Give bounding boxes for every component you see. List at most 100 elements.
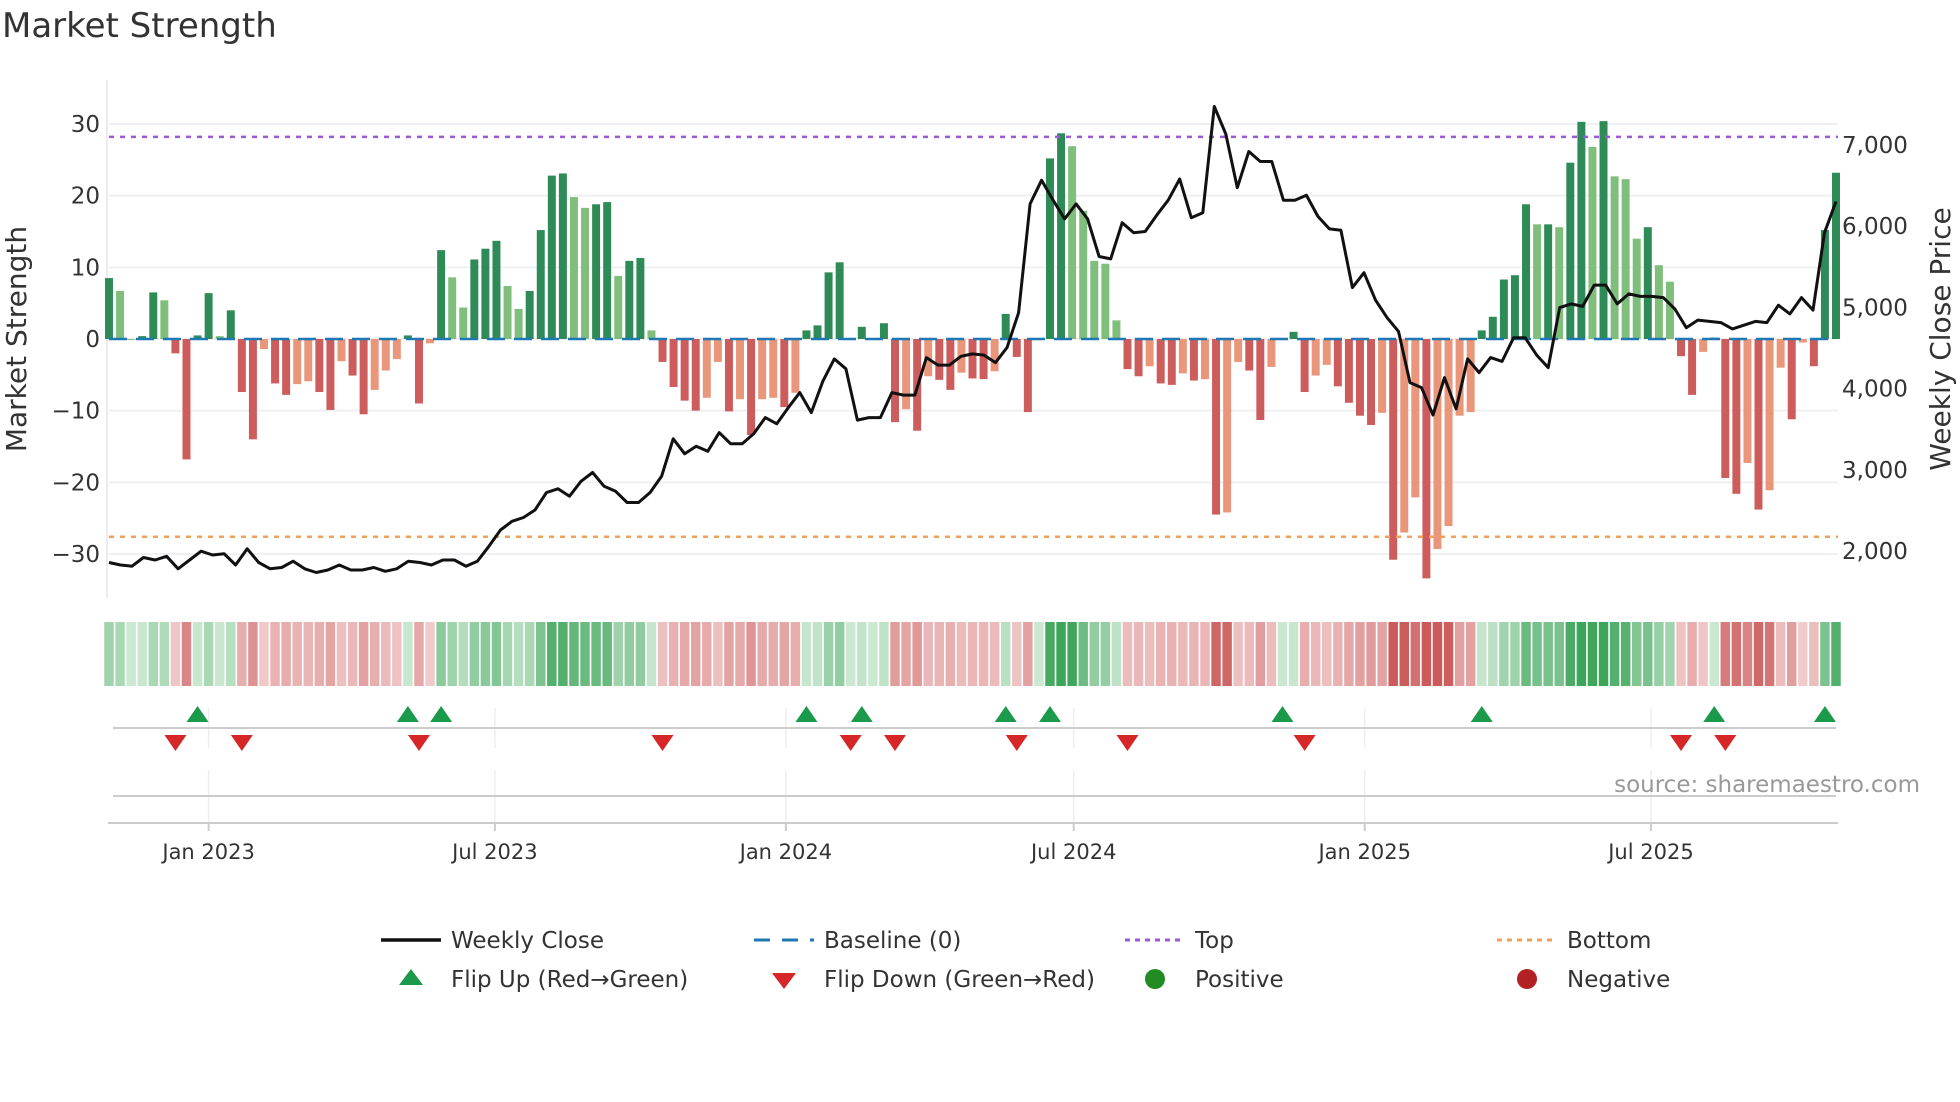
strength-bar	[1101, 263, 1110, 339]
heatmap-cell	[834, 622, 845, 686]
strength-bar	[337, 339, 346, 362]
strength-bar	[1256, 339, 1265, 420]
heatmap-cell	[248, 622, 258, 686]
heatmap-cell	[104, 622, 114, 686]
legend-item: Negative	[1517, 967, 1670, 993]
strength-bar	[1665, 281, 1674, 339]
flip-down-marker	[1293, 735, 1316, 751]
heatmap-cell	[469, 622, 480, 686]
heatmap-cell	[1488, 622, 1498, 686]
heatmap-cell	[369, 622, 380, 686]
heatmap-cell	[524, 622, 535, 686]
heatmap-cell	[148, 622, 159, 686]
flip-up-marker	[1271, 706, 1294, 722]
heatmap-cell	[1288, 622, 1299, 686]
flip-down-marker	[407, 735, 430, 751]
heatmap-cell	[1532, 622, 1542, 686]
heatmap-cell	[845, 622, 856, 686]
y2-tick-label: 4,000	[1842, 377, 1908, 403]
heatmap-cell	[536, 622, 546, 686]
y-tick-label: −20	[51, 470, 100, 496]
strength-bar	[891, 339, 899, 423]
y2-tick-label: 3,000	[1842, 458, 1908, 484]
strength-bar	[879, 323, 888, 339]
heatmap-cell	[1499, 622, 1509, 686]
strength-bar	[149, 292, 158, 339]
strength-bar	[581, 207, 590, 339]
heatmap-cell	[1809, 622, 1819, 686]
strength-bar	[503, 285, 512, 339]
heatmap-cell	[358, 622, 369, 686]
heatmap-cell	[1443, 622, 1454, 686]
heatmap-cell	[646, 622, 657, 686]
strength-bar	[426, 339, 435, 344]
strength-bar	[138, 336, 147, 339]
strength-bar	[193, 335, 202, 339]
heatmap-cell	[1067, 622, 1077, 686]
heatmap-cell	[1554, 622, 1564, 686]
strength-bar	[691, 339, 700, 411]
heatmap-cell	[1775, 622, 1786, 686]
y2-tick-label: 6,000	[1842, 214, 1908, 240]
heatmap-cell	[1310, 622, 1321, 686]
heatmap-cell	[170, 622, 181, 686]
heatmap-cell	[1399, 622, 1409, 686]
strength-bar	[935, 339, 944, 380]
strength-bar	[116, 290, 125, 339]
strength-bar	[1699, 339, 1708, 352]
legend-label: Negative	[1567, 967, 1670, 993]
heatmap-cell	[1178, 622, 1188, 686]
strength-bar	[1599, 121, 1608, 339]
heatmap-cell	[1377, 622, 1387, 686]
legend-item: Flip Down (Green→Red)	[772, 967, 1095, 993]
heatmap-cell	[1155, 622, 1166, 686]
flip-up-marker	[396, 706, 419, 722]
heatmap-cell	[1831, 622, 1841, 686]
strength-bar	[1057, 133, 1066, 339]
strength-bar	[1588, 146, 1597, 339]
heatmap-cell	[458, 622, 468, 686]
strength-bar	[171, 339, 180, 354]
heatmap-cell	[1665, 622, 1675, 686]
flip-up-marker	[795, 706, 818, 722]
heatmap-cell	[314, 622, 325, 686]
legend-item: Flip Up (Red→Green)	[399, 967, 688, 993]
heatmap-cell	[1255, 622, 1266, 686]
strength-bar	[1798, 339, 1807, 343]
heatmap-cell	[1631, 622, 1642, 686]
y-tick-label: 20	[71, 184, 100, 210]
heatmap-cell	[1355, 622, 1365, 686]
strength-bar	[160, 300, 169, 339]
heatmap-cell	[1510, 622, 1520, 686]
legend-label: Positive	[1195, 967, 1284, 993]
legend-label: Baseline (0)	[824, 928, 961, 954]
heatmap-cell	[823, 622, 834, 686]
strength-bar	[1721, 339, 1730, 479]
heatmap-cell	[203, 622, 214, 686]
heatmap-cell	[447, 622, 457, 686]
flip-up-marker	[850, 706, 873, 722]
strength-bar	[769, 339, 778, 398]
strength-bar	[1688, 339, 1697, 395]
strength-bar	[625, 260, 634, 339]
strength-bar	[669, 339, 678, 388]
heatmap-cell	[934, 622, 945, 686]
heatmap-cell	[1244, 622, 1254, 686]
strength-bar	[979, 339, 988, 380]
strength-bar	[514, 308, 523, 339]
strength-bar	[1267, 339, 1276, 367]
heatmap-cell	[1144, 622, 1155, 686]
heatmap-cell	[181, 622, 192, 686]
y-tick-label: 10	[71, 255, 100, 281]
heatmap-cell	[901, 622, 911, 686]
strength-bar	[592, 204, 601, 339]
flip-down-marker	[1116, 735, 1139, 751]
strength-bar	[1156, 339, 1165, 384]
heatmap-cell	[414, 622, 424, 686]
heatmap-cell	[569, 622, 579, 686]
strength-bar	[1632, 238, 1641, 339]
strength-bar	[525, 290, 534, 339]
strength-bar	[105, 278, 113, 339]
strength-bar	[1068, 146, 1077, 339]
legend-label: Top	[1194, 928, 1234, 954]
